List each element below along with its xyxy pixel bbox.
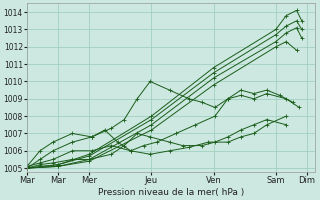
X-axis label: Pression niveau de la mer( hPa ): Pression niveau de la mer( hPa ) <box>98 188 244 197</box>
